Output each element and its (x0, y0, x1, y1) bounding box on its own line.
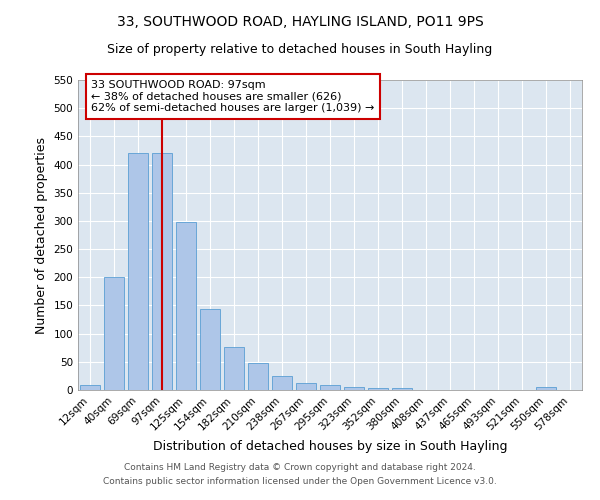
Bar (176, 222, 196, 390)
Bar (200, 310, 220, 390)
Bar (368, 388, 388, 390)
Bar (104, 278, 124, 390)
Text: Size of property relative to detached houses in South Hayling: Size of property relative to detached ho… (107, 42, 493, 56)
X-axis label: Distribution of detached houses by size in South Hayling: Distribution of detached houses by size … (153, 440, 507, 453)
Bar (344, 386, 364, 390)
Bar (272, 376, 292, 390)
Bar (152, 154, 172, 390)
Text: 33 SOUTHWOOD ROAD: 97sqm
← 38% of detached houses are smaller (626)
62% of semi-: 33 SOUTHWOOD ROAD: 97sqm ← 38% of detach… (91, 80, 374, 113)
Text: Contains public sector information licensed under the Open Government Licence v3: Contains public sector information licen… (103, 478, 497, 486)
Bar (320, 385, 340, 390)
Bar (80, 386, 100, 390)
Bar (128, 154, 148, 390)
Bar (296, 383, 316, 390)
Bar (536, 387, 556, 390)
Text: 33, SOUTHWOOD ROAD, HAYLING ISLAND, PO11 9PS: 33, SOUTHWOOD ROAD, HAYLING ISLAND, PO11… (116, 15, 484, 29)
Bar (224, 346, 244, 390)
Text: Contains HM Land Registry data © Crown copyright and database right 2024.: Contains HM Land Registry data © Crown c… (124, 464, 476, 472)
Bar (392, 388, 412, 390)
Y-axis label: Number of detached properties: Number of detached properties (35, 136, 48, 334)
Bar (248, 363, 268, 390)
